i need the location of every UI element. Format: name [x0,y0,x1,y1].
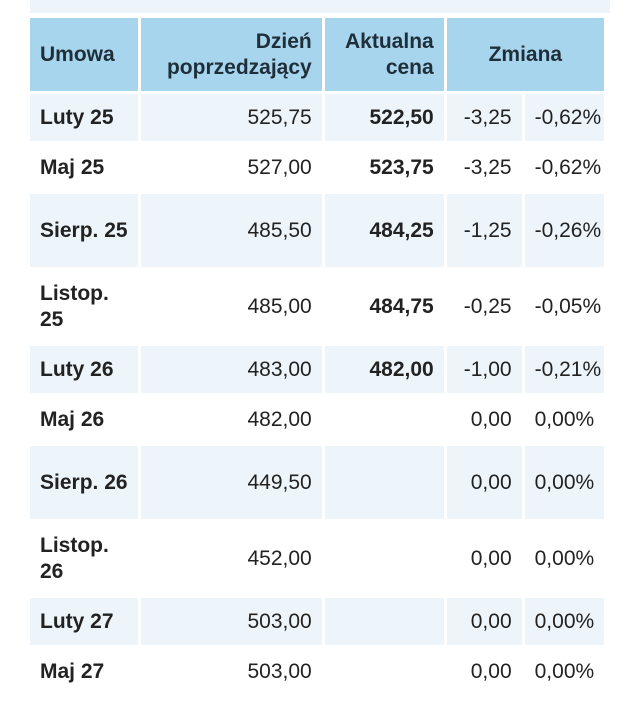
contract-cell: Sierp. 25 [30,194,138,267]
change-value-cell: -1,00 [446,346,522,393]
previous-day-cell: 483,00 [140,346,322,393]
current-price-cell: 522,50 [324,94,444,141]
change-value-cell: 0,00 [446,648,522,695]
table-row[interactable]: Maj 27 503,00 0,00 0,00% [30,648,604,695]
contract-cell: Listop. 26 [30,522,138,595]
current-price-cell [324,446,444,519]
current-price-cell [324,396,444,443]
change-percent-cell: -0,05% [524,270,604,343]
previous-day-cell: 449,50 [140,446,322,519]
contract-cell: Luty 25 [30,94,138,141]
change-value-cell: 0,00 [446,598,522,645]
current-price-cell: 482,00 [324,346,444,393]
change-percent-cell: 0,00% [524,396,604,443]
current-price-cell: 484,75 [324,270,444,343]
contract-cell: Listop. 25 [30,270,138,343]
change-value-cell: -3,25 [446,94,522,141]
previous-day-cell: 527,00 [140,144,322,191]
contract-cell: Luty 26 [30,346,138,393]
table-row[interactable]: Luty 27 503,00 0,00 0,00% [30,598,604,645]
previous-day-cell: 485,00 [140,270,322,343]
contract-cell: Maj 25 [30,144,138,191]
previous-day-cell: 503,00 [140,598,322,645]
contract-cell: Sierp. 26 [30,446,138,519]
change-percent-cell: -0,26% [524,194,604,267]
current-price-cell [324,598,444,645]
change-percent-cell: -0,62% [524,144,604,191]
contract-cell: Maj 27 [30,648,138,695]
table-row[interactable]: Listop. 25 485,00 484,75 -0,25 -0,05% [30,270,604,343]
contract-cell: Maj 26 [30,396,138,443]
current-price-cell: 484,25 [324,194,444,267]
previous-day-cell: 485,50 [140,194,322,267]
table-row[interactable]: Luty 25 525,75 522,50 -3,25 -0,62% [30,94,604,141]
table-header-row: Umowa Dzień poprzedzający Aktualna cena … [30,18,604,91]
change-percent-cell: -0,21% [524,346,604,393]
change-percent-cell: 0,00% [524,598,604,645]
change-value-cell: 0,00 [446,446,522,519]
table-row[interactable]: Listop. 26 452,00 0,00 0,00% [30,522,604,595]
header-current-price: Aktualna cena [324,18,444,91]
change-value-cell: 0,00 [446,522,522,595]
change-percent-cell: -0,62% [524,94,604,141]
current-price-cell [324,522,444,595]
header-change: Zmiana [446,18,604,91]
table-row[interactable]: Maj 25 527,00 523,75 -3,25 -0,62% [30,144,604,191]
table-row[interactable]: Sierp. 26 449,50 0,00 0,00% [30,446,604,519]
previous-day-cell: 503,00 [140,648,322,695]
table-row[interactable]: Maj 26 482,00 0,00 0,00% [30,396,604,443]
change-value-cell: -0,25 [446,270,522,343]
previous-day-cell: 482,00 [140,396,322,443]
contract-cell: Luty 27 [30,598,138,645]
header-contract: Umowa [30,18,138,91]
change-value-cell: -3,25 [446,144,522,191]
header-previous-day: Dzień poprzedzający [140,18,322,91]
previous-day-cell: 525,75 [140,94,322,141]
change-percent-cell: 0,00% [524,446,604,519]
change-value-cell: 0,00 [446,396,522,443]
current-price-cell [324,648,444,695]
current-price-cell: 523,75 [324,144,444,191]
futures-table: Umowa Dzień poprzedzający Aktualna cena … [27,15,607,698]
previous-day-cell: 452,00 [140,522,322,595]
top-strip [30,0,610,13]
change-percent-cell: 0,00% [524,648,604,695]
change-percent-cell: 0,00% [524,522,604,595]
change-value-cell: -1,25 [446,194,522,267]
table-row[interactable]: Sierp. 25 485,50 484,25 -1,25 -0,26% [30,194,604,267]
table-row[interactable]: Luty 26 483,00 482,00 -1,00 -0,21% [30,346,604,393]
